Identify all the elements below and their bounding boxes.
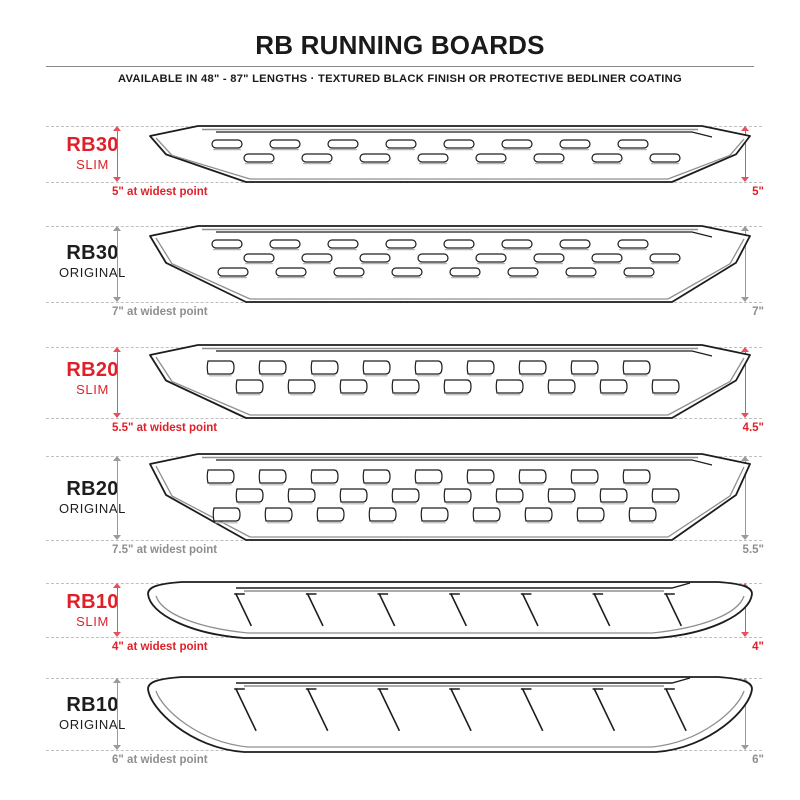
dimension-arrow-right — [741, 226, 750, 302]
model-variant: SLIM — [76, 157, 109, 172]
board-illustration — [140, 580, 760, 640]
dimension-label-left: 7" at widest point — [112, 306, 208, 318]
model-name-block: RB20 SLIM — [40, 360, 145, 398]
dimension-arrow-left — [113, 583, 122, 637]
dimension-label-left: 4" at widest point — [112, 641, 208, 653]
dimension-label-left: 5.5" at widest point — [112, 422, 218, 434]
dimension-arrow-left — [113, 678, 122, 750]
model-name-block: RB30 ORIGINAL — [40, 243, 145, 281]
model-name-block: RB10 ORIGINAL — [40, 695, 145, 733]
model-variant: ORIGINAL — [59, 265, 126, 280]
model-name: RB20 — [66, 359, 119, 381]
model-name: RB30 — [66, 242, 119, 264]
dimension-arrow-left — [113, 226, 122, 302]
model-name: RB20 — [66, 478, 119, 500]
dimension-arrow-left — [113, 126, 122, 182]
dimension-arrow-right — [741, 456, 750, 540]
model-variant: ORIGINAL — [59, 717, 126, 732]
dimension-label-right: 4" — [752, 641, 764, 653]
dimension-label-left: 6" at widest point — [112, 754, 208, 766]
model-variant: ORIGINAL — [59, 501, 126, 516]
dimension-arrow-right — [741, 126, 750, 182]
dimension-arrow-left — [113, 456, 122, 540]
board-drawing — [147, 581, 753, 639]
dimension-label-left: 5" at widest point — [112, 186, 208, 198]
model-name-block: RB20 ORIGINAL — [40, 479, 145, 517]
board-illustration — [140, 675, 760, 754]
board-drawing — [149, 125, 751, 183]
dimension-label-right: 5" — [752, 186, 764, 198]
board-drawing — [149, 225, 751, 303]
header-divider — [46, 66, 754, 67]
dimension-arrow-right — [741, 347, 750, 418]
model-name: RB10 — [66, 694, 119, 716]
dimension-arrow-left — [113, 347, 122, 418]
board-illustration — [140, 452, 760, 544]
page-header: RB RUNNING BOARDS AVAILABLE IN 48" - 87"… — [0, 0, 800, 100]
model-name-block: RB30 SLIM — [40, 135, 145, 173]
dimension-label-right: 5.5" — [742, 544, 764, 556]
model-name: RB30 — [66, 134, 119, 156]
page-subtitle: AVAILABLE IN 48" - 87" LENGTHS · TEXTURE… — [118, 73, 682, 85]
board-drawing — [149, 344, 751, 419]
model-variant: SLIM — [76, 614, 109, 629]
model-name: RB10 — [66, 591, 119, 613]
board-illustration — [140, 124, 760, 186]
model-name-block: RB10 SLIM — [40, 592, 145, 630]
board-illustration — [140, 224, 760, 306]
dimension-label-left: 7.5" at widest point — [112, 544, 218, 556]
board-drawing — [147, 676, 753, 753]
dimension-label-right: 4.5" — [742, 422, 764, 434]
board-illustration — [140, 343, 760, 422]
board-drawing — [149, 453, 751, 541]
model-variant: SLIM — [76, 382, 109, 397]
dimension-label-right: 7" — [752, 306, 764, 318]
dimension-label-right: 6" — [752, 754, 764, 766]
page-title: RB RUNNING BOARDS — [255, 30, 545, 60]
